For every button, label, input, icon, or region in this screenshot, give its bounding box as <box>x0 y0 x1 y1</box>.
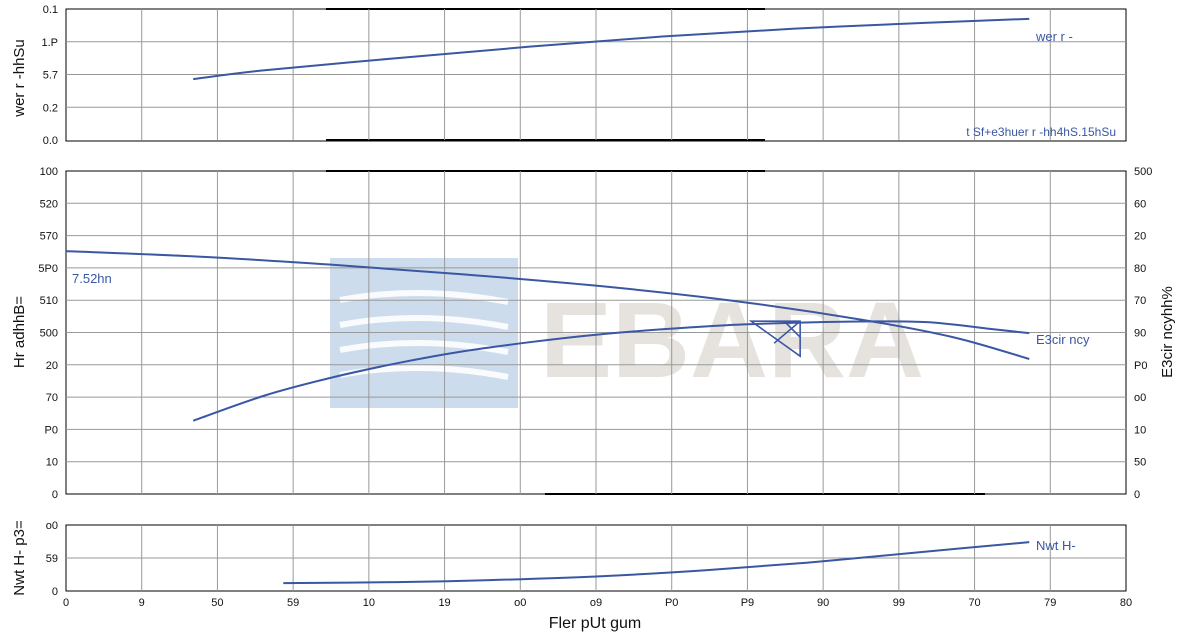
efficiency-y-tick-label: 500 <box>1134 166 1152 178</box>
efficiency-y-tick-label: 0 <box>1134 489 1140 501</box>
efficiency-y-tick-label: 20 <box>1134 231 1146 243</box>
efficiency-y-tick-label: 10 <box>1134 424 1146 436</box>
x-tick-label: 70 <box>968 597 980 609</box>
npsh-curve-label: Nwt H- <box>1036 538 1076 553</box>
shutoff-head-label: 7.52hn <box>72 271 112 286</box>
head-axis-title: Hr adhhB= <box>11 296 28 368</box>
power-y-tick-label: 1.P <box>41 37 58 49</box>
tick-labels: 0 9 50 59 10 19 o0 o9 P0 P9 90 99 70 79 80 0.0 0.2 5.7 1.P… <box>38 4 1152 609</box>
npsh-curve <box>283 541 1030 585</box>
efficiency-axis-title: E3cir ncyhh% <box>1159 286 1176 378</box>
head-curve <box>65 250 1030 360</box>
x-tick-label: 79 <box>1044 597 1056 609</box>
grid-lines <box>66 9 1126 591</box>
x-tick-label: o0 <box>514 597 526 609</box>
efficiency-y-tick-label: 90 <box>1134 328 1146 340</box>
power-y-tick-label: 0.2 <box>43 102 58 114</box>
x-tick-label: 50 <box>211 597 223 609</box>
head-y-tick-label: 5P0 <box>38 263 58 275</box>
efficiency-y-tick-label: 70 <box>1134 295 1146 307</box>
head-y-tick-label: 70 <box>46 392 58 404</box>
npsh-y-tick-label: 59 <box>46 553 58 565</box>
power-curve <box>193 17 1030 81</box>
power-note: t Sf+e3huer r -hh4hS.15hSu <box>966 125 1116 139</box>
x-tick-label: 9 <box>139 597 145 609</box>
efficiency-curve <box>192 320 1030 422</box>
head-y-tick-label: P0 <box>45 424 58 436</box>
x-tick-label: 80 <box>1120 597 1132 609</box>
head-y-tick-label: 20 <box>46 360 58 372</box>
power-y-tick-label: 0.0 <box>43 135 58 147</box>
data-curves <box>65 17 1030 585</box>
head-y-tick-label: 100 <box>40 166 58 178</box>
head-y-tick-label: 570 <box>40 231 58 243</box>
power-axis-title: wer r -hhSu <box>11 39 28 118</box>
x-tick-label: P0 <box>665 597 678 609</box>
head-y-tick-label: 510 <box>40 295 58 307</box>
head-y-tick-label: 10 <box>46 457 58 469</box>
npsh-axis-title: Nwt H- p3= <box>11 520 28 596</box>
efficiency-curve-label: E3cir ncy <box>1036 332 1090 347</box>
flow-axis-title: Fler pUt gum <box>549 615 641 632</box>
efficiency-y-tick-label: 80 <box>1134 263 1146 275</box>
power-y-tick-label: 0.1 <box>43 4 58 16</box>
x-tick-label: 90 <box>817 597 829 609</box>
npsh-y-tick-label: o0 <box>46 520 58 532</box>
efficiency-y-tick-label: o0 <box>1134 392 1146 404</box>
x-tick-label: 10 <box>363 597 375 609</box>
duty-point-marker <box>748 320 801 358</box>
head-y-tick-label: 0 <box>52 489 58 501</box>
efficiency-y-tick-label: 50 <box>1134 457 1146 469</box>
head-y-tick-label: 520 <box>40 198 58 210</box>
x-tick-label: 59 <box>287 597 299 609</box>
npsh-y-tick-label: 0 <box>52 586 58 598</box>
duty-point-triangle <box>748 320 801 358</box>
efficiency-y-tick-label: 60 <box>1134 198 1146 210</box>
x-tick-label: o9 <box>590 597 602 609</box>
head-y-tick-label: 500 <box>40 328 58 340</box>
watermark-text: EBARA <box>540 279 924 400</box>
x-tick-label: 19 <box>438 597 450 609</box>
power-y-tick-label: 5.7 <box>43 70 58 82</box>
x-tick-label: 0 <box>63 597 69 609</box>
x-tick-label: 99 <box>893 597 905 609</box>
efficiency-y-tick-label: P0 <box>1134 360 1147 372</box>
x-tick-label: P9 <box>741 597 754 609</box>
power-curve-label: wer r - <box>1035 29 1073 44</box>
